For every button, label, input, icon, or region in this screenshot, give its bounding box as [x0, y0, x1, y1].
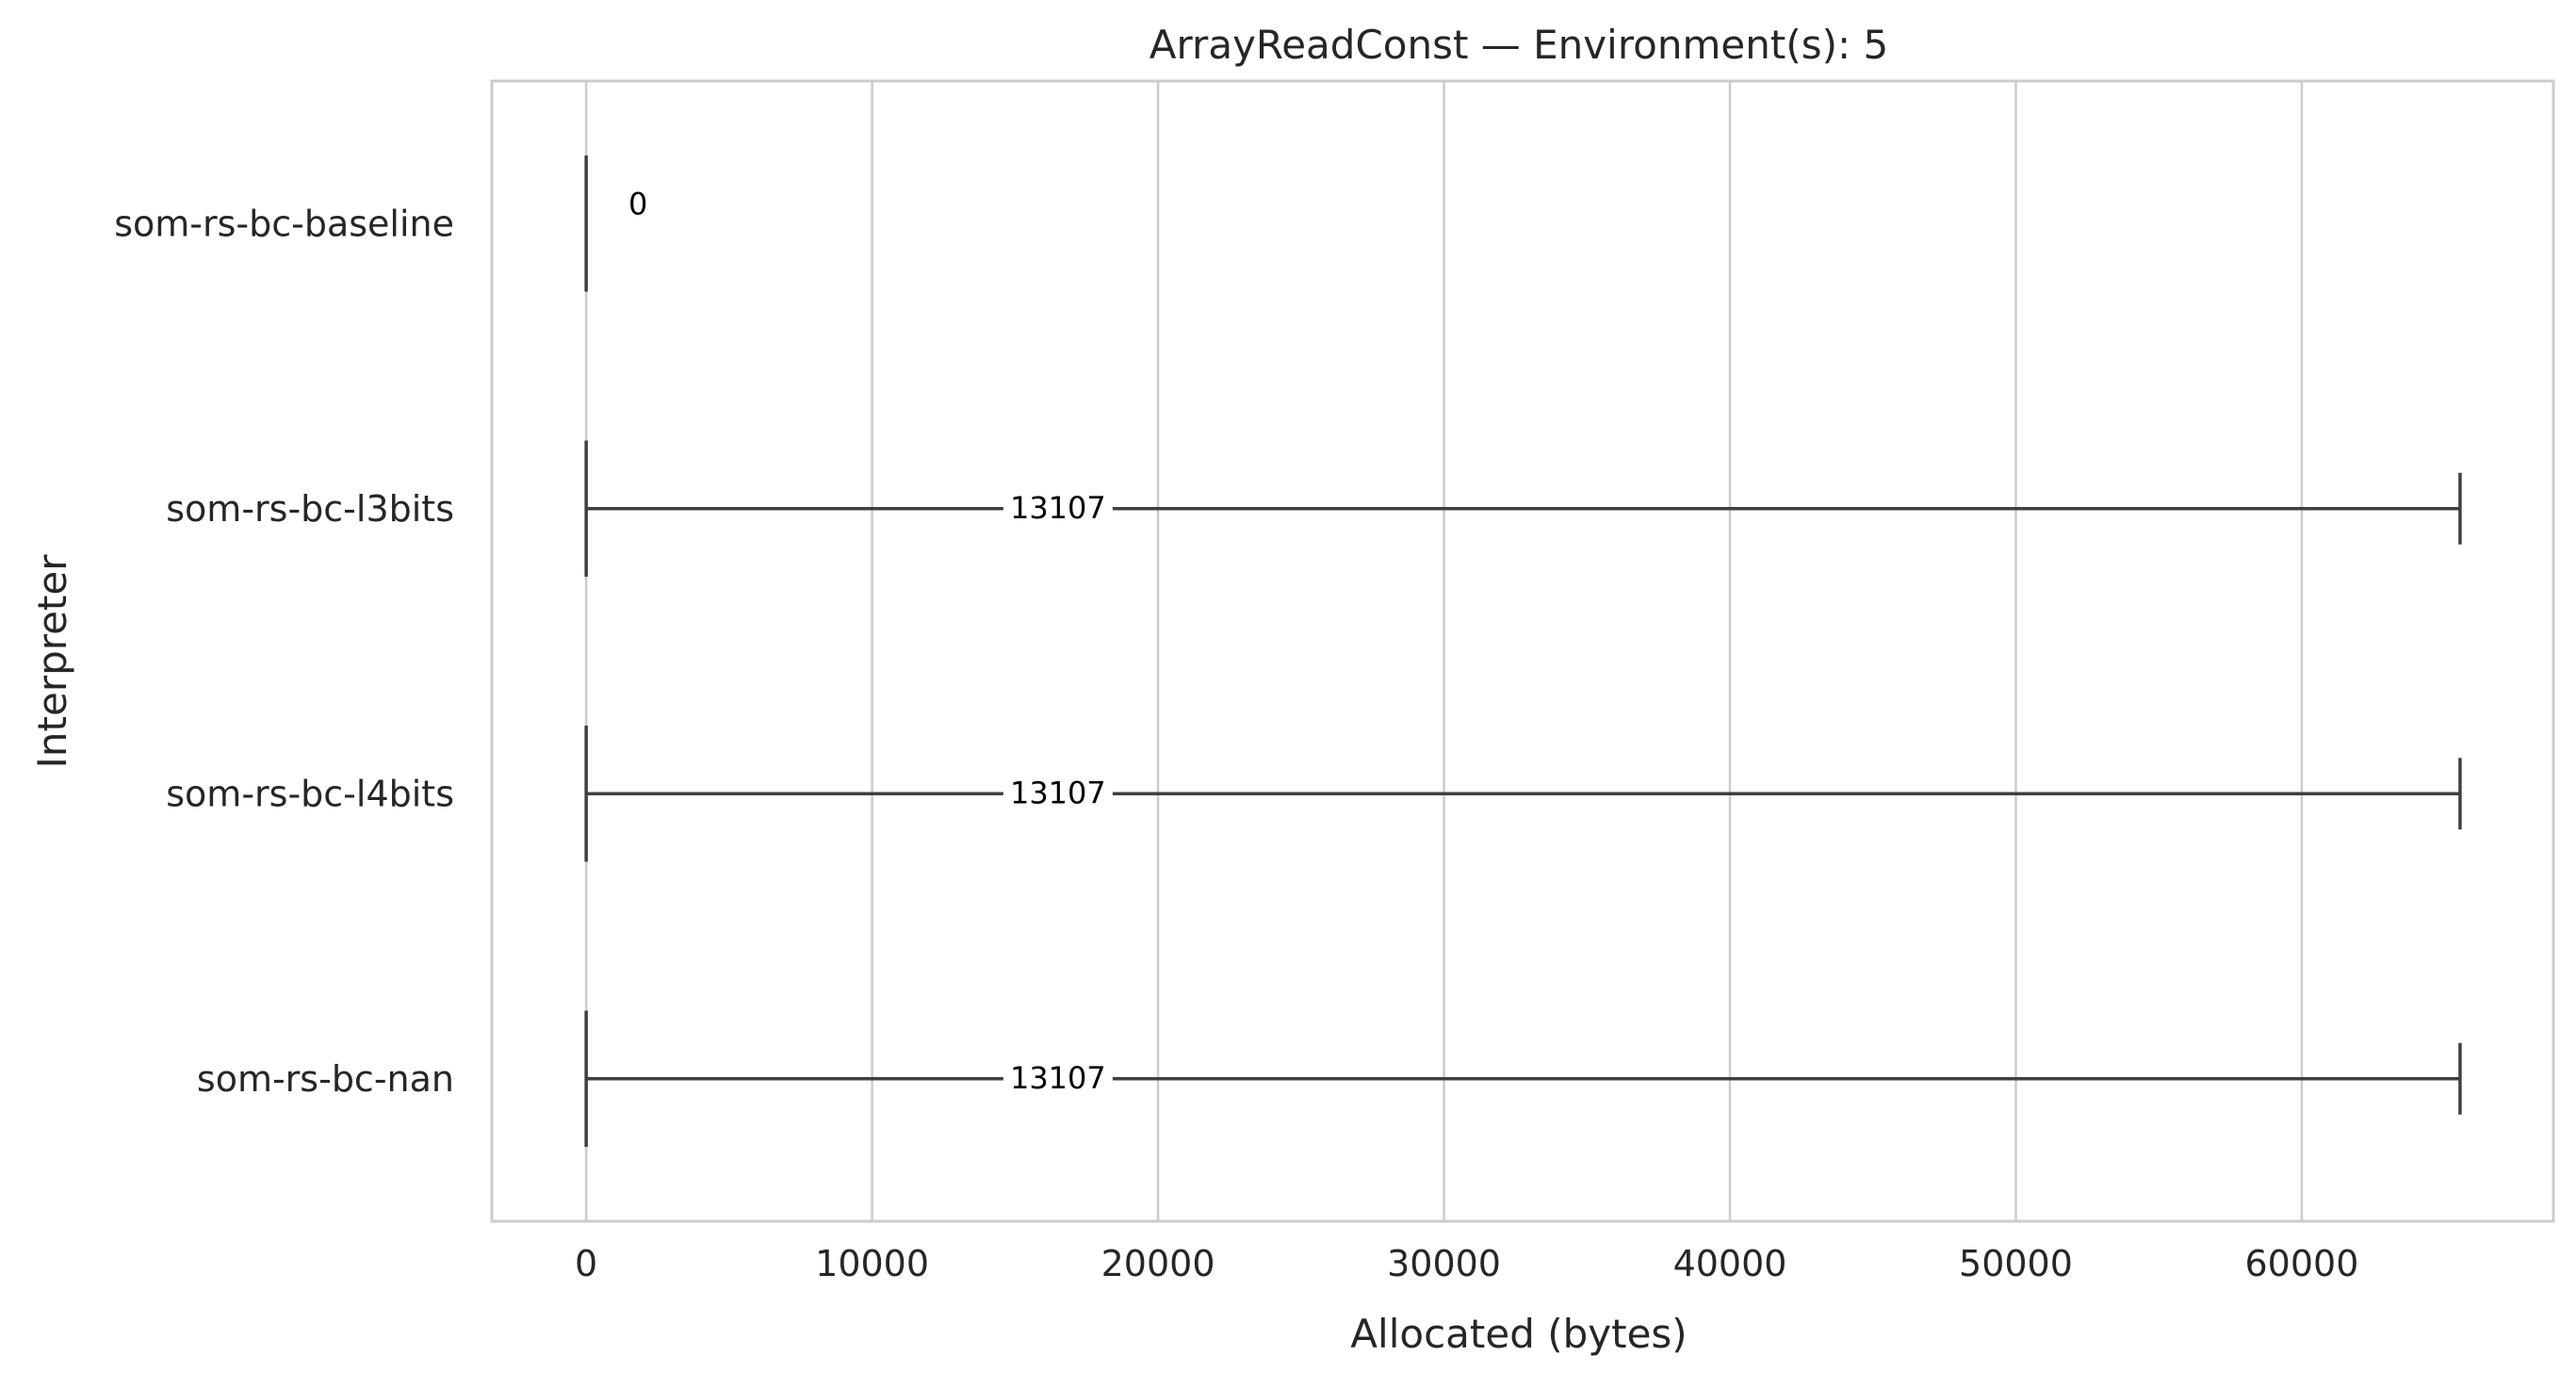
data-label: 13107 — [1010, 775, 1106, 810]
data-label-background — [1003, 775, 1113, 813]
y-axis-label: Interpreter — [29, 554, 75, 769]
y-tick-labels: som-rs-bc-baseline som-rs-bc-l3bits som-rs… — [114, 203, 454, 1100]
data-label: 0 — [628, 186, 647, 221]
box-plot-som-rs-bc-nan — [584, 1010, 2462, 1147]
y-tick-label: som-rs-bc-baseline — [114, 203, 454, 244]
y-tick-label: som-rs-bc-l3bits — [166, 488, 454, 530]
x-tick-label: 60000 — [2245, 1243, 2359, 1284]
data-label: 13107 — [1010, 490, 1106, 526]
data-label: 13107 — [1010, 1060, 1106, 1096]
x-tick-label: 40000 — [1673, 1243, 1787, 1284]
x-axis-label: Allocated (bytes) — [1350, 1311, 1687, 1357]
data-label-background — [1003, 489, 1113, 528]
box-plots — [584, 155, 2462, 1147]
plot-frame — [490, 79, 2555, 1223]
data-labels: 0 13107 13107 13107 — [628, 186, 1113, 1098]
box-plot-som-rs-bc-l4bits — [584, 726, 2462, 862]
x-tick-label: 50000 — [1959, 1243, 2073, 1284]
data-label-background — [1003, 1059, 1113, 1098]
x-tick-labels: 0 10000 20000 30000 40000 50000 60000 — [575, 1243, 2358, 1284]
grid-lines — [584, 81, 2304, 1221]
x-tick-label: 0 — [575, 1243, 597, 1284]
box-plot-som-rs-bc-l3bits — [584, 440, 2462, 577]
x-tick-label: 10000 — [815, 1243, 929, 1284]
x-tick-label: 30000 — [1387, 1243, 1501, 1284]
y-tick-label: som-rs-bc-nan — [197, 1058, 454, 1100]
chart-title: ArrayReadConst — Environment(s): 5 — [1149, 22, 1888, 68]
y-tick-label: som-rs-bc-l4bits — [166, 773, 454, 814]
x-tick-label: 20000 — [1101, 1243, 1215, 1284]
